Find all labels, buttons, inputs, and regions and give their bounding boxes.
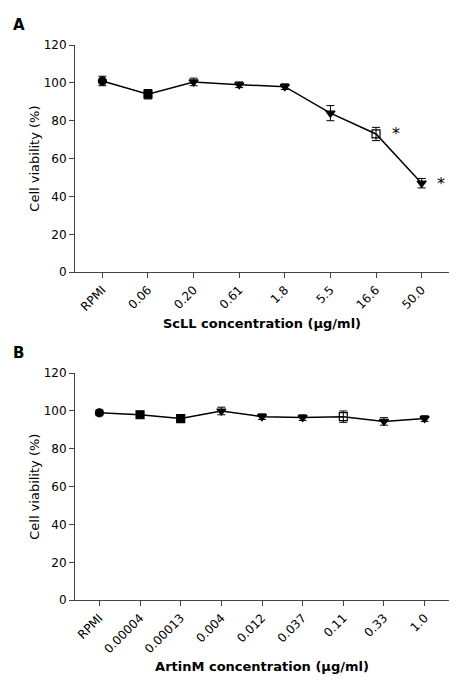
svg-text:0.20: 0.20 (171, 283, 200, 312)
svg-text:100: 100 (44, 404, 67, 418)
svg-text:0: 0 (59, 593, 67, 607)
svg-text:0.61: 0.61 (217, 283, 246, 312)
svg-text:RPMI: RPMI (75, 611, 106, 642)
svg-text:80: 80 (51, 442, 66, 456)
svg-text:0.00004: 0.00004 (101, 611, 146, 656)
svg-text:5.5: 5.5 (313, 283, 336, 306)
svg-text:*: * (437, 174, 445, 193)
svg-text:ArtinM concentration (μg/ml): ArtinM concentration (μg/ml) (155, 659, 369, 674)
svg-text:60: 60 (51, 152, 66, 166)
svg-text:0.33: 0.33 (362, 611, 391, 640)
svg-text:0.004: 0.004 (194, 611, 228, 645)
svg-text:20: 20 (51, 228, 66, 242)
svg-text:0.11: 0.11 (321, 611, 350, 640)
svg-text:0.012: 0.012 (234, 611, 268, 645)
svg-text:ScLL concentration (μg/ml): ScLL concentration (μg/ml) (163, 316, 361, 331)
svg-text:16.6: 16.6 (354, 283, 383, 312)
svg-text:1.0: 1.0 (408, 611, 431, 634)
svg-text:Cell viability (%): Cell viability (%) (27, 434, 42, 540)
svg-text:40: 40 (51, 190, 66, 204)
svg-text:Cell viability (%): Cell viability (%) (27, 105, 42, 211)
svg-text:60: 60 (51, 480, 66, 494)
svg-text:0.037: 0.037 (275, 611, 309, 645)
svg-text:B: B (13, 344, 24, 362)
svg-text:20: 20 (51, 556, 66, 570)
svg-text:A: A (13, 16, 25, 34)
svg-text:120: 120 (44, 366, 67, 380)
svg-text:0.06: 0.06 (126, 283, 155, 312)
svg-text:1.8: 1.8 (268, 283, 291, 306)
svg-text:50.0: 50.0 (399, 283, 428, 312)
svg-text:80: 80 (51, 114, 66, 128)
svg-text:0: 0 (59, 265, 67, 279)
svg-text:120: 120 (44, 38, 67, 52)
svg-text:100: 100 (44, 76, 67, 90)
svg-text:40: 40 (51, 518, 66, 532)
svg-text:*: * (392, 124, 400, 143)
svg-text:RPMI: RPMI (78, 283, 109, 314)
svg-text:0.00013: 0.00013 (142, 611, 187, 656)
